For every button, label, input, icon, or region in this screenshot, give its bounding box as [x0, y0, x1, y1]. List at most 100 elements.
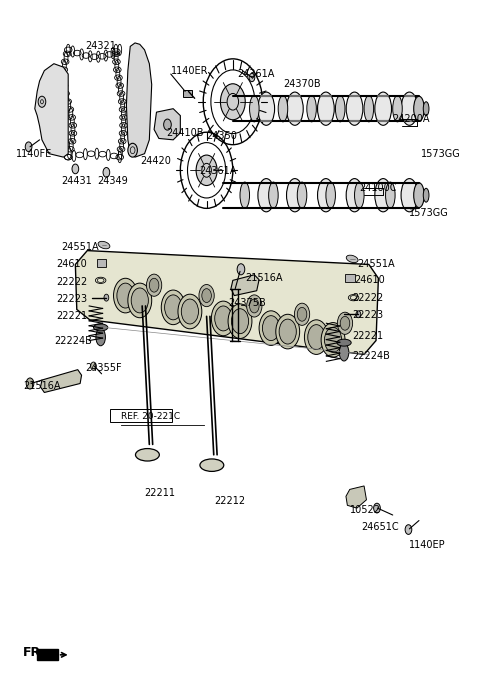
- Text: 22211: 22211: [144, 488, 176, 498]
- Text: 24410B: 24410B: [166, 128, 204, 138]
- Text: 24420: 24420: [140, 156, 171, 165]
- Ellipse shape: [423, 101, 429, 115]
- Circle shape: [337, 312, 353, 334]
- Ellipse shape: [96, 329, 106, 346]
- Circle shape: [128, 283, 152, 318]
- Text: 24551A: 24551A: [357, 259, 395, 270]
- Circle shape: [324, 327, 342, 352]
- Text: 1573GG: 1573GG: [421, 149, 461, 158]
- Polygon shape: [126, 43, 152, 157]
- Circle shape: [117, 283, 134, 308]
- Circle shape: [199, 284, 214, 306]
- Text: 1573GG: 1573GG: [409, 208, 449, 218]
- Circle shape: [259, 311, 283, 345]
- Ellipse shape: [346, 179, 363, 212]
- Ellipse shape: [339, 344, 349, 361]
- Ellipse shape: [401, 92, 418, 125]
- Text: 24100C: 24100C: [360, 183, 397, 193]
- Ellipse shape: [240, 182, 250, 208]
- Ellipse shape: [318, 92, 334, 125]
- Circle shape: [276, 314, 300, 349]
- Text: 22222: 22222: [352, 293, 384, 302]
- Circle shape: [202, 288, 211, 302]
- Ellipse shape: [355, 182, 364, 208]
- Text: REF. 20-221C: REF. 20-221C: [120, 412, 180, 421]
- Ellipse shape: [269, 182, 278, 208]
- Circle shape: [321, 322, 345, 357]
- Text: 22222: 22222: [56, 277, 87, 287]
- Ellipse shape: [326, 182, 336, 208]
- Ellipse shape: [258, 92, 275, 125]
- Circle shape: [405, 525, 412, 534]
- Circle shape: [72, 164, 79, 174]
- Polygon shape: [40, 370, 82, 393]
- Text: 24651C: 24651C: [362, 523, 399, 532]
- Circle shape: [237, 263, 245, 275]
- Text: 22221: 22221: [352, 331, 383, 341]
- Text: 24361A: 24361A: [199, 166, 237, 176]
- Text: 24355F: 24355F: [85, 363, 121, 373]
- Ellipse shape: [375, 179, 392, 212]
- Ellipse shape: [200, 459, 224, 471]
- Ellipse shape: [278, 95, 288, 122]
- Circle shape: [279, 319, 296, 344]
- Text: 1140EP: 1140EP: [409, 540, 446, 550]
- Ellipse shape: [346, 255, 358, 263]
- Ellipse shape: [364, 95, 373, 122]
- Text: 24431: 24431: [61, 177, 92, 186]
- Ellipse shape: [375, 92, 392, 125]
- Text: 24361A: 24361A: [238, 69, 275, 79]
- Ellipse shape: [385, 182, 395, 208]
- Circle shape: [91, 362, 96, 370]
- Circle shape: [146, 274, 162, 296]
- Circle shape: [38, 96, 46, 107]
- Circle shape: [161, 290, 185, 325]
- Bar: [345, 274, 355, 282]
- Text: 24370B: 24370B: [283, 79, 321, 90]
- Circle shape: [178, 294, 202, 329]
- Text: 10522: 10522: [350, 505, 381, 515]
- Polygon shape: [154, 108, 180, 140]
- Circle shape: [228, 304, 252, 338]
- Ellipse shape: [337, 339, 351, 346]
- Bar: [110, 409, 172, 422]
- Polygon shape: [346, 486, 366, 508]
- Circle shape: [149, 278, 159, 292]
- Text: 24375B: 24375B: [228, 297, 266, 307]
- Circle shape: [114, 278, 137, 313]
- Ellipse shape: [336, 95, 345, 122]
- Text: 1140FE: 1140FE: [16, 149, 52, 158]
- Bar: [183, 90, 192, 97]
- Ellipse shape: [135, 448, 159, 461]
- Polygon shape: [231, 275, 259, 295]
- Ellipse shape: [250, 95, 259, 122]
- Circle shape: [247, 295, 262, 317]
- Text: 24349: 24349: [97, 177, 128, 186]
- Circle shape: [373, 503, 380, 513]
- Ellipse shape: [393, 95, 402, 122]
- Ellipse shape: [297, 182, 307, 208]
- Polygon shape: [37, 648, 58, 660]
- Ellipse shape: [346, 92, 363, 125]
- Circle shape: [308, 325, 325, 350]
- Circle shape: [231, 309, 249, 334]
- Text: 22223: 22223: [352, 310, 383, 320]
- Text: 1140ER: 1140ER: [171, 65, 208, 76]
- Text: 22221: 22221: [56, 311, 87, 321]
- Text: 24350: 24350: [206, 131, 238, 141]
- Text: 24200A: 24200A: [393, 114, 430, 124]
- FancyArrowPatch shape: [60, 653, 66, 657]
- Ellipse shape: [94, 324, 108, 331]
- Text: 22224B: 22224B: [352, 352, 390, 361]
- Ellipse shape: [423, 188, 429, 202]
- Ellipse shape: [414, 96, 424, 121]
- Text: 21516A: 21516A: [245, 273, 282, 284]
- Ellipse shape: [258, 179, 275, 212]
- Circle shape: [26, 378, 34, 389]
- Circle shape: [249, 74, 255, 82]
- Circle shape: [297, 307, 307, 321]
- Circle shape: [250, 299, 259, 313]
- Ellipse shape: [318, 179, 334, 212]
- Circle shape: [294, 303, 310, 325]
- Circle shape: [211, 301, 235, 336]
